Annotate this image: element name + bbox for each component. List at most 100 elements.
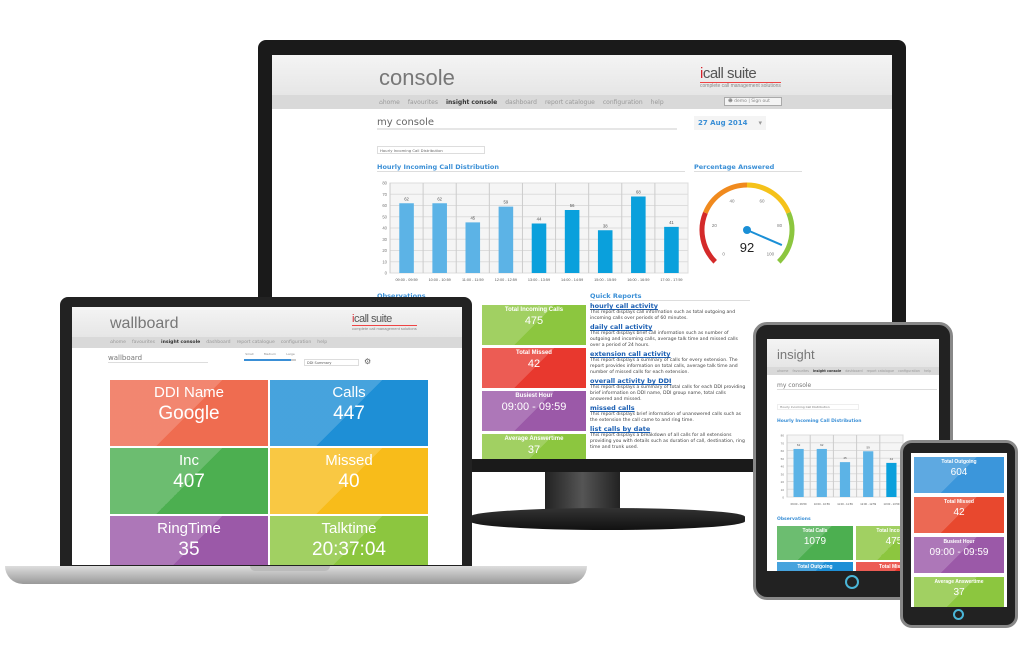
header: console icall suite complete call managem… — [272, 55, 892, 95]
tablet-home-button[interactable] — [845, 575, 859, 589]
nav-item-dashboard[interactable]: dashboard — [845, 369, 862, 373]
phone-screen: Total Outgoing 604 Total Missed 42 Busiest H… — [911, 453, 1007, 607]
tablet-nav: ⌂home favourites insight console dashboard r… — [767, 367, 939, 375]
tile-value: 42 — [527, 358, 541, 370]
bar[interactable] — [432, 203, 447, 273]
bar-value-label: 41 — [669, 220, 674, 225]
nav-item-label: help — [317, 340, 328, 345]
quick-report-description: This report displays a breakdown of all … — [590, 433, 745, 450]
nav-item-label: report catalogue — [236, 340, 275, 345]
nav-item-report-catalogue[interactable]: report catalogue — [545, 99, 595, 106]
tile-value: Google — [158, 403, 220, 424]
y-tick-label: 70 — [781, 441, 785, 445]
bar[interactable] — [793, 448, 804, 497]
nav-item-home[interactable]: ⌂home — [379, 99, 400, 106]
user-name: demo — [734, 99, 747, 104]
bar[interactable] — [597, 230, 613, 273]
logo-text: call suite — [353, 313, 392, 325]
tile-label: Total Outgoing — [941, 459, 977, 465]
size-slider[interactable]: Small Medium Large — [240, 352, 300, 361]
nav-item-dashboard[interactable]: dashboard — [505, 99, 537, 106]
tablet-report-select-value: Hourly Incoming Call Distribution — [780, 405, 830, 409]
stat-tile: Busiest Hour 09:00 - 09:59 — [914, 537, 1004, 573]
nav-item-report-catalogue[interactable]: report catalogue — [867, 369, 894, 373]
app-title: console — [379, 65, 455, 90]
home-icon: ⌂ — [777, 369, 780, 373]
nav-item-insight-console[interactable]: insight console — [161, 340, 200, 345]
tile-label: Total Incoming Calls — [504, 307, 564, 313]
tile-value: 40 — [338, 471, 360, 492]
x-tick-label: 09:00 - 09:59 — [791, 502, 807, 506]
nav-item-home[interactable]: ⌂home — [110, 340, 126, 345]
bar[interactable] — [399, 203, 414, 273]
y-tick-label: 20 — [781, 480, 785, 484]
tile-label: Average Answertime — [504, 436, 564, 442]
bar[interactable] — [564, 210, 580, 273]
tile-value: 35 — [178, 539, 200, 560]
tile-label: Talktime — [321, 520, 377, 537]
nav-item-help[interactable]: help — [651, 99, 664, 106]
stat-tile: Calls 447 — [270, 380, 428, 446]
bar[interactable] — [631, 196, 646, 274]
settings-gear-icon[interactable]: ⚙ — [364, 357, 372, 366]
nav-item-label: help — [923, 369, 932, 373]
nav-item-report-catalogue[interactable]: report catalogue — [237, 340, 275, 345]
nav-item-insight-console[interactable]: insight console — [446, 99, 497, 106]
phone-home-button[interactable] — [953, 609, 964, 620]
y-tick-label: 10 — [781, 488, 785, 492]
y-tick-label: 60 — [382, 203, 387, 208]
user-box[interactable]: ☻ demo | Sign out — [724, 97, 782, 106]
gauge-tick-label: 80 — [777, 223, 783, 228]
x-tick-label: 10:00 - 10:59 — [429, 278, 451, 282]
nav-item-configuration[interactable]: configuration — [603, 99, 643, 106]
tile-value: 1079 — [803, 536, 827, 547]
nav-item-help[interactable]: help — [924, 369, 931, 373]
quick-report-link[interactable]: overall activity by DDI — [590, 377, 672, 385]
bar[interactable] — [816, 448, 827, 497]
quick-report-link[interactable]: missed calls — [590, 404, 635, 412]
laptop-base — [5, 566, 587, 584]
bar[interactable] — [531, 223, 547, 274]
nav-item-dashboard[interactable]: dashboard — [206, 340, 230, 345]
bar[interactable] — [465, 222, 481, 273]
chart-title: Hourly Incoming Call Distribution — [377, 163, 685, 172]
bar[interactable] — [664, 226, 679, 273]
stat-tile: Total Calls 1079 — [777, 526, 853, 560]
nav-item-favourites[interactable]: favourites — [408, 99, 438, 106]
nav-item-configuration[interactable]: configuration — [898, 369, 920, 373]
quick-report-link[interactable]: hourly call activity — [590, 302, 658, 310]
x-tick-label: 11:00 - 11:59 — [837, 502, 853, 506]
quick-report-link[interactable]: extension call activity — [590, 350, 671, 358]
nav-item-configuration[interactable]: configuration — [281, 340, 311, 345]
slider-track[interactable] — [244, 359, 296, 361]
stat-tile: Busiest Hour 09:00 - 09:59 — [482, 391, 586, 431]
bar[interactable] — [863, 451, 874, 497]
report-select[interactable]: Hourly Incoming Call Distribution — [377, 146, 485, 154]
quick-report-link[interactable]: list calls by date — [590, 425, 651, 433]
quick-report-description: This report displays a summary of total … — [590, 385, 746, 402]
sign-out-link[interactable]: Sign out — [751, 99, 770, 104]
nav-item-favourites[interactable]: favourites — [132, 340, 155, 345]
report-select-value: Hourly Incoming Call Distribution — [380, 148, 443, 153]
nav-item-favourites[interactable]: favourites — [792, 369, 809, 373]
nav-item-label: report catalogue — [544, 98, 595, 106]
nav-item-home[interactable]: ⌂home — [777, 369, 788, 373]
nav-item-help[interactable]: help — [317, 340, 327, 345]
logo-tagline: complete call management solutions — [700, 82, 781, 89]
stat-tile: Total Missed — [856, 562, 932, 571]
quick-report-link[interactable]: daily call activity — [590, 323, 653, 331]
nav-item-label: favourites — [407, 98, 438, 106]
size-small-label: Small — [245, 352, 254, 356]
slider-fill — [244, 359, 291, 361]
nav-item-insight-console[interactable]: insight console — [813, 369, 841, 373]
tablet-report-select[interactable]: Hourly Incoming Call Distribution — [777, 404, 859, 410]
date-picker[interactable]: 27 Aug 2014 ▾ — [694, 116, 766, 130]
x-tick-label: 17:00 - 17:59 — [660, 278, 682, 282]
bar-value-label: 59 — [504, 200, 509, 205]
bar[interactable] — [839, 462, 851, 497]
bar[interactable] — [498, 206, 514, 273]
x-tick-label: 12:00 - 12:59 — [860, 502, 876, 506]
bar[interactable] — [886, 462, 897, 497]
ddi-select[interactable]: DDI Summary — [304, 359, 359, 366]
y-tick-label: 50 — [781, 457, 785, 461]
